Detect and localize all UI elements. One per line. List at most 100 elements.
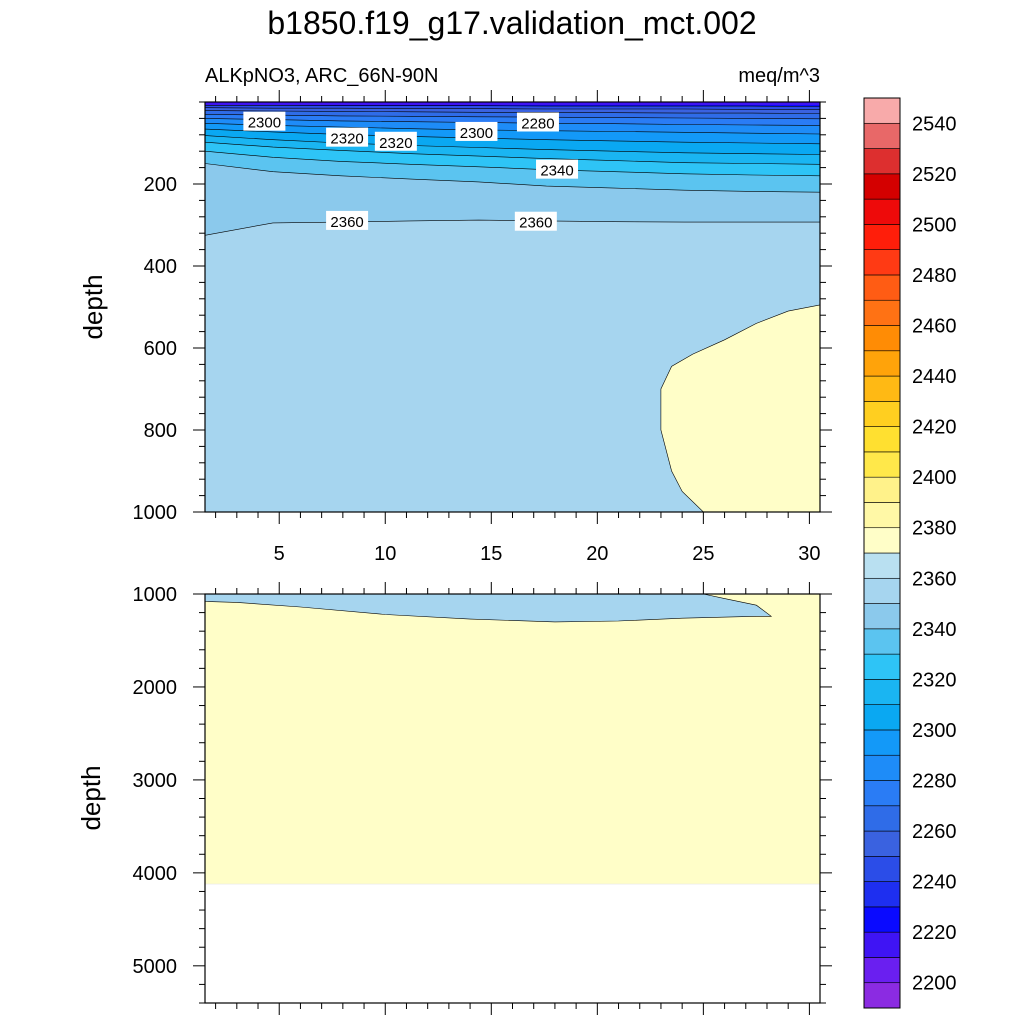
- colorbar-swatch: [863, 577, 901, 604]
- contour-label-box: [326, 127, 369, 147]
- upper-panel: 2300 2320 2320 2300 2280 2340 2360 2360 5 10 15 20 2…: [133, 90, 832, 565]
- upper-x-tick-label: 25: [692, 543, 714, 565]
- colorbar-swatch: [863, 375, 901, 402]
- colorbar-label: 2520: [912, 164, 957, 186]
- upper-x-tick-label: 5: [274, 543, 285, 565]
- colorbar-frame: [863, 97, 901, 1009]
- colorbar-swatch: [863, 957, 901, 984]
- contour-label: 2300: [460, 125, 493, 142]
- contour-label: 2280: [521, 116, 554, 133]
- colorbar-swatch: [863, 906, 901, 933]
- colorbar-label: 2340: [912, 619, 957, 641]
- colorbar-swatch: [863, 679, 901, 705]
- colorbar-swatch: [863, 704, 901, 731]
- contour-line-2330: [204, 141, 821, 165]
- colorbar-label: 2300: [912, 720, 957, 742]
- upper-y-tick-label: 200: [144, 174, 177, 196]
- upper-y-tick-label: 600: [144, 338, 177, 360]
- lower-frame: [204, 593, 821, 1004]
- contour-band-fill: [205, 102, 820, 105]
- lower-background-fill: [205, 594, 820, 885]
- contour-line-2290: [204, 118, 821, 126]
- contour-label: 2360: [519, 215, 552, 232]
- colorbar-swatch: [863, 198, 901, 225]
- colorbar-swatch: [863, 173, 901, 200]
- colorbar-swatch: [863, 931, 901, 958]
- contour-line-2250: [205, 105, 821, 107]
- upper-y-axis-label: depth: [78, 274, 108, 339]
- lower-y-tick-label: 3000: [133, 770, 178, 792]
- lower-y-tick-label: 5000: [133, 956, 178, 978]
- lower-y-tick-label: 1000: [133, 584, 178, 606]
- contour-band-fill: [205, 151, 820, 193]
- upper-y-tick-label: 400: [144, 256, 177, 278]
- colorbar-swatch: [863, 628, 901, 655]
- colorbar-swatch: [863, 754, 901, 781]
- upper-frame: [204, 101, 821, 513]
- contour-band-fill: [205, 118, 820, 134]
- colorbar-swatch: [863, 299, 901, 326]
- contour-label: 2320: [379, 135, 412, 152]
- colorbar: 2200 2220 2240 2260 2280 2300 2320 2340 2360 2380…: [863, 97, 957, 1009]
- contour-label-box: [455, 121, 498, 141]
- lower-y-tick-label: 2000: [133, 677, 178, 699]
- colorbar-swatch: [863, 982, 901, 1009]
- upper-x-tick-label: 30: [798, 543, 820, 565]
- contour-line-2270: [204, 110, 821, 114]
- colorbar-swatch: [863, 249, 901, 276]
- colorbar-swatch: [863, 274, 901, 301]
- colorbar-swatch: [863, 729, 901, 756]
- colorbar-swatch: [863, 552, 901, 579]
- contour-line-2260: [204, 107, 820, 110]
- colorbar-swatch: [863, 830, 901, 857]
- colorbar-label: 2420: [912, 417, 957, 439]
- upper-x-tick-label: 10: [374, 543, 396, 565]
- contour-band-fill: [205, 114, 820, 126]
- colorbar-swatch: [863, 325, 901, 352]
- colorbar-swatch: [863, 224, 901, 250]
- colorbar-label: 2200: [912, 973, 957, 995]
- colorbar-swatch: [863, 97, 901, 124]
- colorbar-swatch: [863, 122, 901, 149]
- lower-panel: 1000 2000 3000 4000 5000: [133, 582, 832, 1015]
- contour-label-box: [514, 211, 557, 231]
- upper-x-tick-label: 20: [586, 543, 608, 565]
- colorbar-label: 2500: [912, 214, 957, 236]
- colorbar-label: 2280: [912, 771, 957, 793]
- contour-line-2280: [204, 114, 821, 120]
- contour-label: 2300: [248, 115, 281, 132]
- colorbar-swatch: [863, 856, 901, 882]
- colorbar-label: 2540: [912, 113, 957, 135]
- colorbar-label: 2220: [912, 922, 957, 944]
- contour-line-2310: [204, 128, 821, 145]
- colorbar-swatch: [863, 527, 901, 554]
- colorbar-label: 2400: [912, 467, 957, 489]
- contour-label-box: [516, 112, 559, 132]
- contour-label: 2340: [540, 163, 573, 180]
- colorbar-label: 2480: [912, 265, 957, 287]
- colorbar-swatch: [863, 502, 901, 529]
- colorbar-label: 2380: [912, 518, 957, 540]
- contour-band-fill: [205, 110, 820, 119]
- colorbar-label: 2320: [912, 669, 957, 691]
- upper-x-tick-label: 15: [480, 543, 502, 565]
- contour-label: 2360: [330, 214, 363, 231]
- colorbar-swatch: [863, 426, 901, 453]
- colorbar-swatch: [863, 451, 901, 478]
- upper-y-tick-label: 800: [144, 420, 177, 442]
- chart-title: b1850.f19_g17.validation_mct.002: [267, 5, 756, 41]
- contour-line-2300: [204, 123, 821, 135]
- colorbar-label: 2240: [912, 872, 957, 894]
- contour-band-fill: [205, 142, 820, 176]
- contour-band-fill: [205, 135, 820, 165]
- contour-label-box: [326, 210, 369, 230]
- colorbar-label: 2440: [912, 366, 957, 388]
- chart-subtitle-left: ALKpNO3, ARC_66N-90N: [205, 65, 438, 87]
- upper-y-tick-label: 1000: [133, 502, 178, 524]
- colorbar-label: 2360: [912, 568, 957, 590]
- chart-subtitle-right: meq/m^3: [738, 65, 820, 87]
- colorbar-swatch: [863, 653, 901, 680]
- contour-line-2340: [204, 150, 821, 177]
- lower-y-tick-label: 4000: [133, 863, 178, 885]
